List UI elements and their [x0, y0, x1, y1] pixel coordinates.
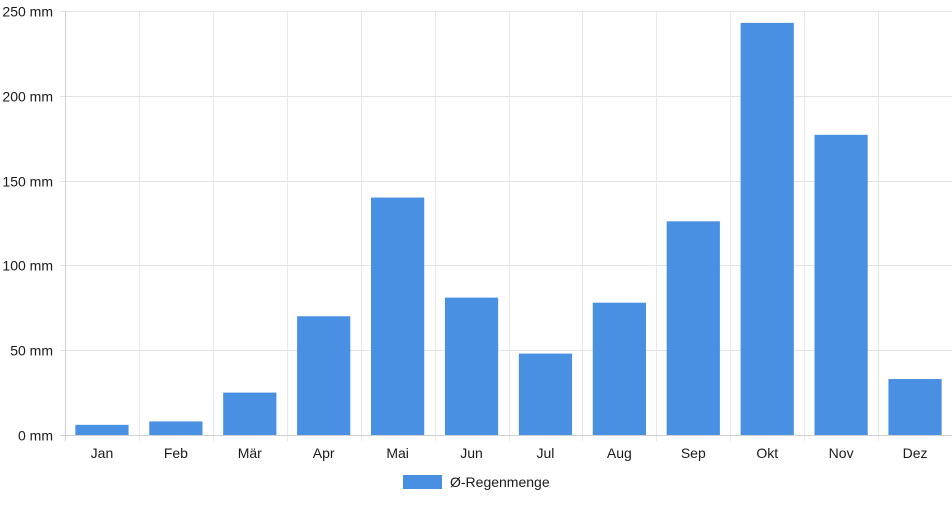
y-tick-label: 200 mm — [2, 89, 53, 105]
x-tick-label: Mär — [238, 445, 262, 461]
bar-aug — [592, 302, 646, 435]
y-tick-label: 0 mm — [18, 428, 53, 444]
x-tick-label: Jun — [460, 445, 483, 461]
grid-lines — [60, 11, 952, 441]
legend[interactable]: Ø-Regenmenge — [403, 474, 550, 490]
x-tick-label: Dez — [903, 445, 928, 461]
x-tick-label: Feb — [164, 445, 188, 461]
x-axis-tick-labels: Jan Feb Mär Apr Mai Jun Jul Aug Sep Okt Nov Dez — [91, 445, 928, 461]
bar-series — [75, 22, 942, 436]
y-axis-tick-labels: 0 mm 50 mm 100 mm 150 mm 200 mm 250 mm — [2, 4, 53, 444]
bar-mär — [223, 392, 277, 435]
bar-jul — [518, 353, 573, 435]
y-tick-label: 50 mm — [10, 343, 53, 359]
x-tick-label: Nov — [829, 445, 854, 461]
y-tick-label: 150 mm — [2, 174, 53, 190]
x-tick-label: Jan — [91, 445, 114, 461]
x-tick-label: Mai — [386, 445, 409, 461]
x-tick-label: Aug — [607, 445, 632, 461]
bar-okt — [740, 22, 794, 435]
bar-mai — [371, 197, 425, 435]
bar-nov — [814, 134, 868, 436]
x-tick-label: Apr — [313, 445, 335, 461]
bar-jan — [75, 424, 129, 435]
x-tick-label: Jul — [537, 445, 555, 461]
x-tick-label: Sep — [681, 445, 706, 461]
x-tick-label: Okt — [756, 445, 778, 461]
legend-swatch — [403, 475, 442, 489]
bar-apr — [297, 316, 351, 435]
bar-feb — [149, 421, 203, 435]
legend-label: Ø-Regenmenge — [450, 474, 550, 490]
bar-dez — [888, 379, 942, 435]
bar-sep — [666, 221, 720, 435]
bar-jun — [444, 297, 499, 435]
y-tick-label: 100 mm — [2, 258, 53, 274]
y-tick-label: 250 mm — [2, 4, 53, 20]
